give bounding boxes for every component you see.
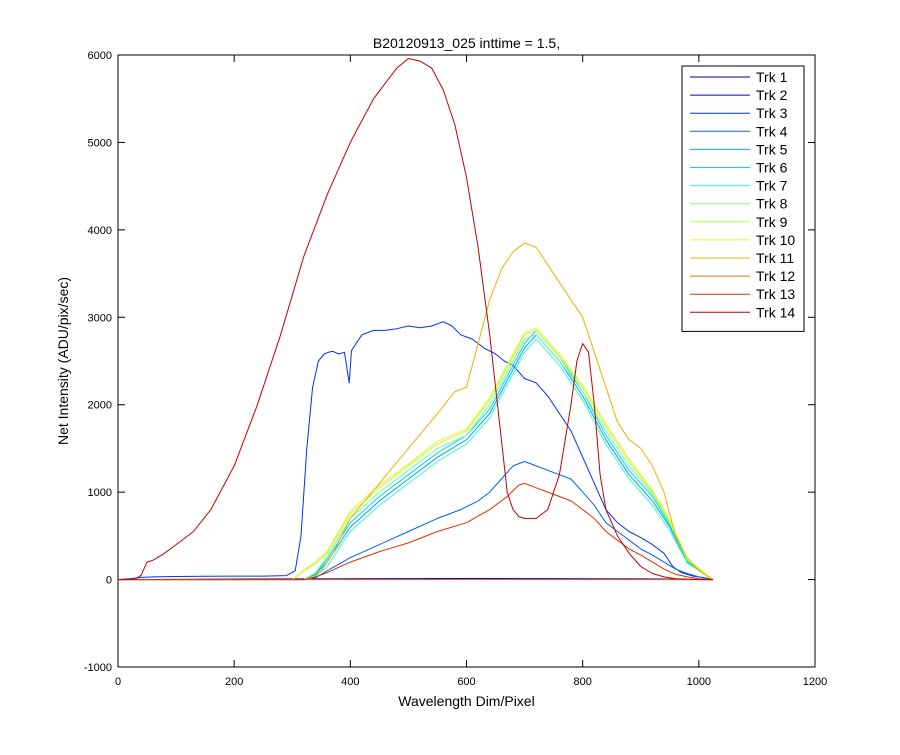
x-tick-label: 0 [115, 676, 121, 688]
y-tick-label: 3000 [88, 312, 112, 324]
legend-label: Trk 14 [756, 304, 795, 320]
legend-label: Trk 11 [756, 250, 794, 266]
legend: Trk 1 Trk 2 Trk 3 Trk 4 Trk 5 Trk 6 Trk 7 Trk 8… [681, 65, 805, 332]
series-line-trk-7 [118, 338, 714, 581]
series-line-trk-13 [118, 482, 713, 581]
y-tick-label: 6000 [88, 50, 112, 62]
plot-frame [117, 54, 816, 668]
legend-label: Trk 3 [756, 105, 788, 121]
x-tick-label: 1000 [687, 676, 711, 688]
legend-label: Trk 5 [756, 141, 788, 157]
y-tick-label: 5000 [88, 137, 112, 149]
legend-label: Trk 9 [756, 214, 788, 230]
x-tick-label: 1200 [803, 676, 827, 688]
legend-label: Trk 12 [756, 268, 795, 284]
series-line-trk-9 [118, 329, 714, 581]
y-tick-label: 4000 [88, 225, 112, 237]
legend-label: Trk 2 [756, 87, 788, 103]
legend-label: Trk 6 [756, 160, 788, 176]
series-lines [117, 58, 714, 581]
legend-label: Trk 13 [756, 286, 795, 302]
axes: 0 200 400 600 800 1000 1200-100001000200030004… [84, 50, 827, 688]
x-tick-label: 800 [573, 676, 591, 688]
legend-label: Trk 10 [756, 232, 795, 248]
y-tick-label: 1000 [88, 487, 112, 499]
legend-label: Trk 8 [756, 196, 788, 212]
legend-label: Trk 7 [756, 178, 788, 194]
series-line-trk-8 [118, 334, 714, 581]
series-line-trk-10 [118, 327, 714, 581]
legend-label: Trk 1 [756, 69, 788, 85]
legend-label: Trk 4 [756, 123, 788, 139]
series-line-trk-11 [118, 242, 714, 581]
y-axis-label: Net Intensity (ADU/pix/sec) [55, 277, 71, 445]
chart-title: B20120913_025 inttime = 1.5, [373, 35, 560, 51]
x-tick-label: 200 [225, 676, 243, 688]
y-tick-label: 0 [106, 575, 112, 587]
y-tick-label: -1000 [84, 662, 112, 674]
x-tick-label: 600 [457, 676, 475, 688]
legend-box [681, 65, 805, 332]
series-line-trk-4 [118, 461, 713, 581]
y-tick-label: 2000 [88, 400, 112, 412]
series-line-trk-6 [118, 329, 714, 581]
series-line-trk-3 [117, 321, 713, 581]
series-line-trk-14 [117, 58, 713, 581]
x-tick-label: 400 [341, 676, 359, 688]
x-axis-label: Wavelength Dim/Pixel [398, 693, 534, 709]
